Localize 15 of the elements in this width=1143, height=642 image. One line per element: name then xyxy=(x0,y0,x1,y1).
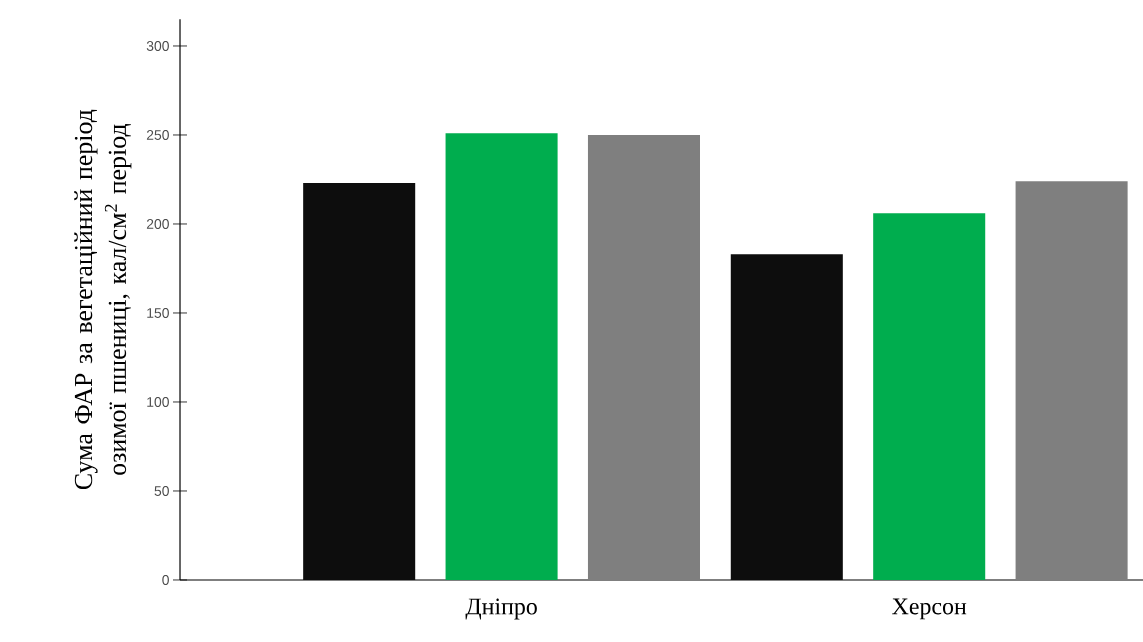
bar xyxy=(445,133,558,580)
bar xyxy=(1015,181,1128,580)
y-tick-label: 200 xyxy=(146,219,169,229)
y-tick-label: 150 xyxy=(147,308,169,318)
bar xyxy=(730,254,843,580)
y-tick-label: 250 xyxy=(146,130,169,140)
x-tick-label: Херсон xyxy=(892,598,967,620)
y-tick-label: 50 xyxy=(154,486,169,496)
bar xyxy=(303,183,416,580)
y-tick-label: 0 xyxy=(162,575,169,585)
bar xyxy=(873,213,986,580)
bar xyxy=(587,134,700,580)
y-tick-label: 300 xyxy=(146,41,169,51)
y-tick-label: 100 xyxy=(147,397,169,407)
x-tick-label: Дніпро xyxy=(465,598,537,620)
